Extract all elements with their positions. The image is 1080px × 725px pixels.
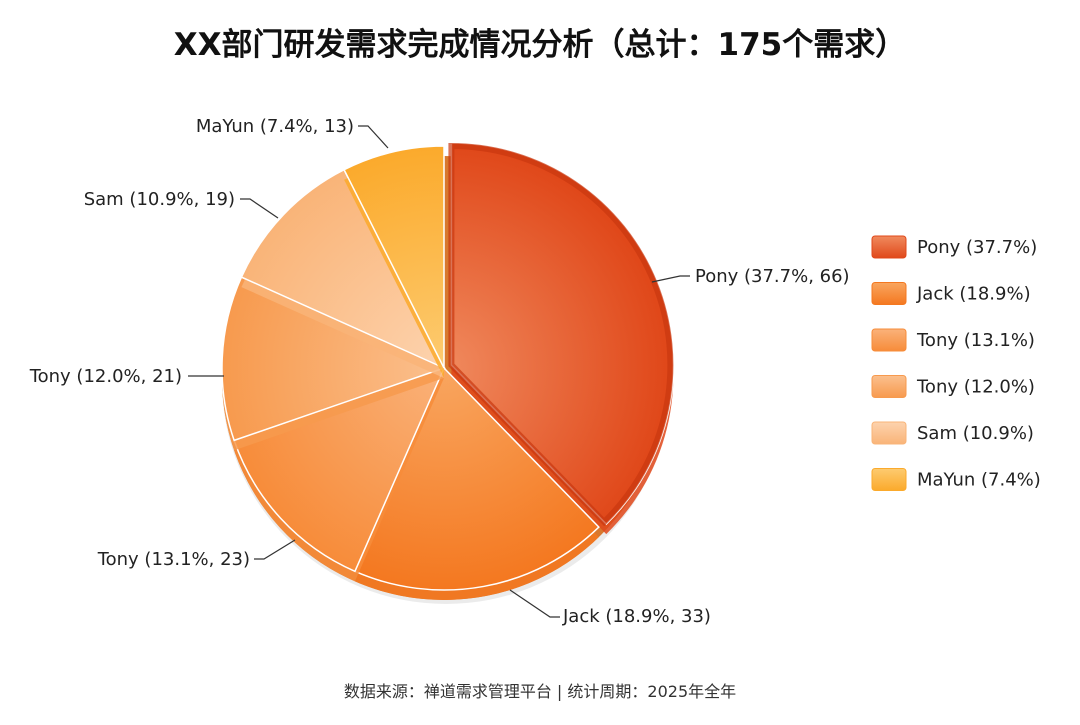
callout-leader-line	[240, 198, 279, 219]
callout-leader-line	[509, 589, 560, 618]
callouts: Pony (37.7%, 66) Jack (18.9%, 33) Tony (13…	[29, 116, 850, 627]
legend-swatch	[871, 421, 907, 445]
callout-label: Sam (10.9%, 19)	[84, 189, 235, 210]
legend-swatch	[871, 375, 907, 398]
legend-swatch	[871, 235, 907, 259]
footer-source: 数据来源：禅道需求管理平台 | 统计周期：2025年全年	[344, 682, 736, 701]
legend-label: MaYun (7.4%)	[917, 470, 1041, 491]
legend: Pony (37.7%) Jack (18.9%) Tony (13.1%) Tony…	[871, 235, 1041, 491]
callout-leader-line	[651, 275, 690, 283]
legend-swatch	[871, 468, 907, 491]
pie-slices	[221, 142, 675, 600]
callout-leader-line	[358, 125, 389, 149]
callout-label: Tony (12.0%, 21)	[29, 366, 182, 387]
legend-label: Tony (12.0%)	[916, 377, 1035, 398]
legend-label: Sam (10.9%)	[917, 423, 1034, 444]
legend-label: Tony (13.1%)	[916, 330, 1035, 351]
legend-label: Jack (18.9%)	[916, 284, 1031, 305]
pie-slice	[353, 366, 600, 591]
callout-label: MaYun (7.4%, 13)	[196, 116, 354, 137]
legend-swatch	[871, 282, 907, 305]
pie-slice	[233, 366, 446, 573]
pie-slice	[221, 276, 447, 442]
legend-label: Pony (37.7%)	[917, 237, 1037, 258]
callout-label: Jack (18.9%, 33)	[562, 606, 711, 627]
pie-slice-border	[448, 142, 674, 527]
chart-title: XX部门研发需求完成情况分析（总计：175个需求）	[174, 27, 907, 63]
legend-swatch	[871, 328, 907, 352]
callout-label: Pony (37.7%, 66)	[695, 266, 850, 287]
callout-label: Tony (13.1%, 23)	[97, 549, 250, 570]
pie-slice	[343, 145, 445, 369]
pie-slice	[240, 168, 446, 370]
callout-leader-line	[254, 539, 296, 560]
